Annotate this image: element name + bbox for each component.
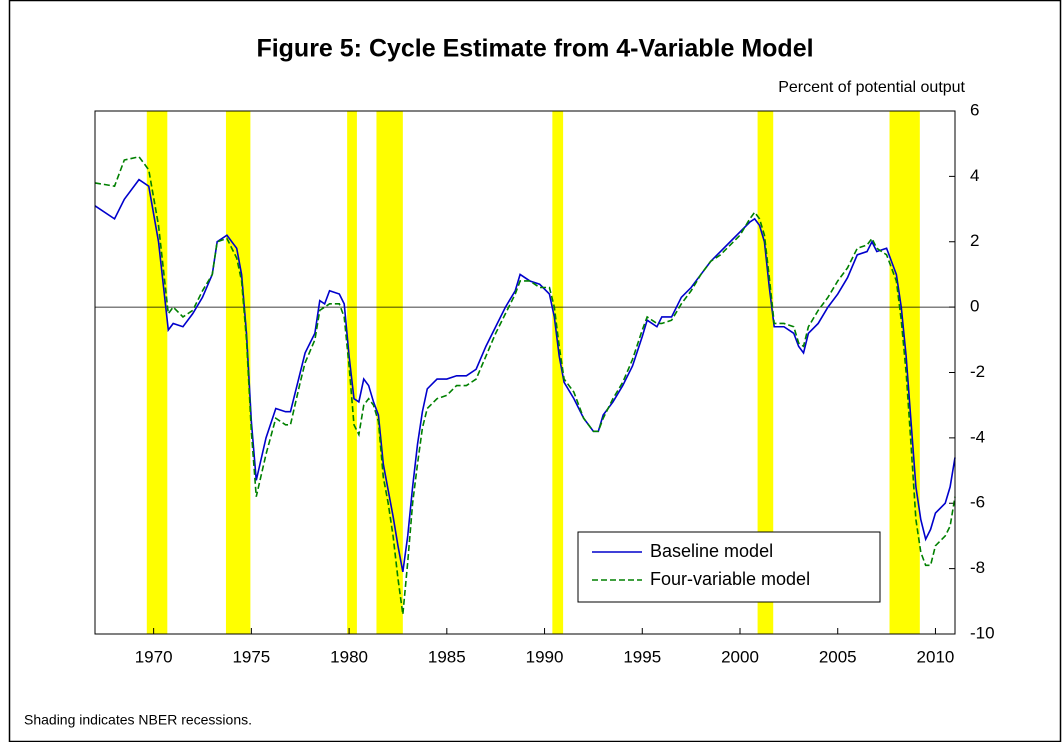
y-tick-label: -6	[970, 493, 985, 512]
legend-box	[577, 531, 881, 603]
series-line	[94, 178, 956, 573]
series-line	[94, 155, 956, 615]
x-tick-label: 1970	[135, 647, 173, 666]
x-tick-label: 1980	[330, 647, 368, 666]
x-tick-label: 2010	[917, 647, 955, 666]
legend: Baseline model Four-variable model	[577, 531, 881, 603]
legend-label: Baseline model	[650, 541, 773, 561]
recession-band	[225, 111, 251, 634]
x-tick-label: 2005	[819, 647, 857, 666]
x-tick-label: 1990	[526, 647, 564, 666]
y-tick-label: -10	[970, 623, 995, 642]
axis-label: Percent of potential output	[778, 79, 965, 96]
plot-area	[94, 110, 956, 635]
y-tick-label: 0	[970, 297, 979, 316]
recession-band	[376, 111, 403, 634]
y-tick-label: 2	[970, 231, 979, 250]
recession-band	[889, 111, 920, 634]
y-tick-label: -2	[970, 362, 985, 381]
x-tick-label: 1985	[428, 647, 466, 666]
y-tick-label: 4	[970, 166, 979, 185]
recession-band	[347, 111, 357, 634]
x-tick-label: 2000	[721, 647, 759, 666]
recession-band	[146, 111, 168, 634]
y-tick-label: 6	[970, 100, 979, 119]
legend-label: Four-variable model	[650, 569, 810, 589]
frame	[8, 0, 1062, 742]
y-tick-label: -4	[970, 427, 985, 446]
note: Shading indicates NBER recessions.	[24, 712, 252, 728]
x-tick-label: 1995	[623, 647, 661, 666]
recession-band	[552, 111, 564, 634]
x-tick-label: 1975	[232, 647, 270, 666]
recession-band	[757, 111, 774, 634]
y-tick-label: -8	[970, 558, 985, 577]
chart-title: Figure 5: Cycle Estimate from 4-Variable…	[256, 35, 813, 63]
